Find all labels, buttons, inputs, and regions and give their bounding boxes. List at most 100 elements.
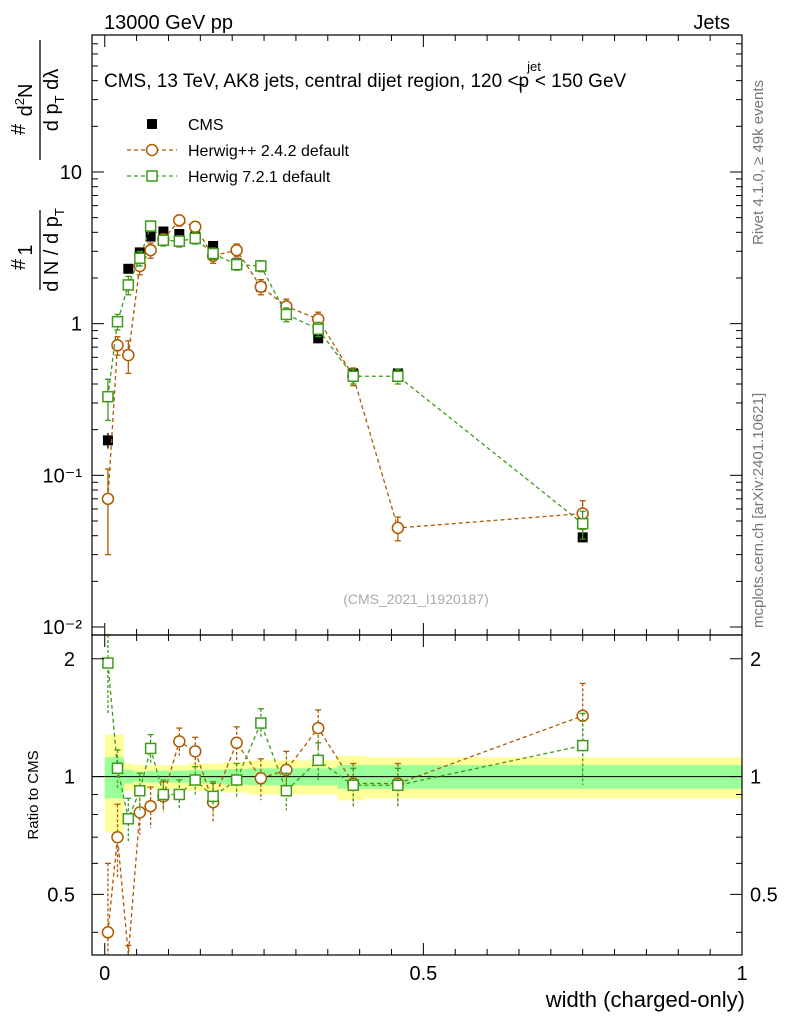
ratio-point [189, 774, 201, 786]
svg-text:1: 1 [15, 244, 37, 255]
data-point [230, 243, 243, 257]
ratio-series-1 [102, 634, 589, 843]
data-point [123, 263, 134, 274]
ratio-tick-label-right: 1 [750, 767, 761, 789]
ratio-tick-label-left: 1 [64, 767, 75, 789]
data-point [207, 247, 219, 260]
chart-title-tail: < 150 GeV [535, 71, 627, 92]
series-line [107, 224, 584, 525]
y-label-frac1: 1 d N / d pT [15, 208, 67, 292]
ratio-point [576, 739, 589, 752]
header-left: 13000 GeV pp [104, 12, 233, 34]
x-tick-label: 1 [736, 963, 747, 985]
ratio-point [255, 717, 267, 729]
data-point [157, 234, 170, 246]
data-point [122, 348, 135, 362]
ratio-point [157, 788, 170, 801]
legend-entry-1: Herwig++ 2.4.2 default [127, 143, 350, 160]
ratio-point [133, 806, 147, 819]
data-point [111, 339, 124, 352]
x-tick-label: 0 [99, 963, 110, 985]
x-tick-label: 0.5 [409, 963, 437, 985]
legend-label: Herwig++ 2.4.2 default [188, 143, 350, 160]
y-tick-label: 1 [71, 314, 82, 336]
ratio-frame [91, 634, 743, 956]
legend-entry-0: CMS [147, 117, 224, 134]
data-point [101, 492, 115, 506]
svg-text:d N / d pT: d N / d pT [41, 208, 67, 292]
ratio-point [102, 657, 114, 669]
ratio-tick-label-left: 0.5 [47, 884, 75, 906]
y-tick-label: 10 [60, 162, 82, 184]
data-point [347, 370, 360, 382]
svg-text:d pT dλ: d pT dλ [41, 69, 67, 131]
ratio-point [280, 784, 293, 797]
ratio-point [144, 742, 157, 755]
y-label-frac2: d2N d pT dλ [12, 40, 67, 160]
main-panel [92, 35, 742, 635]
data-point [173, 235, 186, 247]
data-point [255, 260, 267, 272]
y-label-hash: # [8, 258, 30, 270]
ratio-point [312, 754, 324, 767]
ratio-point [111, 762, 124, 775]
ratio-point [230, 774, 243, 786]
ratio-tick-label-right: 0.5 [750, 884, 778, 906]
legend-marker [147, 119, 157, 129]
data-point [392, 370, 404, 382]
data-point [313, 333, 324, 344]
ratio-point [230, 736, 243, 750]
data-point [208, 241, 219, 252]
data-point [230, 258, 243, 271]
legend-marker [145, 143, 159, 157]
chart-title-sub: T [517, 81, 525, 96]
ratio-series [101, 634, 589, 956]
x-axis-label: width (charged-only) [545, 987, 745, 1012]
chart-title-sup: jet [526, 59, 541, 74]
data-point [391, 521, 405, 535]
ratio-point [122, 813, 135, 825]
axes: 0 0.5 1 10⁻² 10⁻¹ 1 10 0.5 0.5 1 1 2 2 [43, 34, 778, 985]
data-point [158, 226, 169, 237]
y-label-hash2: # [8, 123, 30, 135]
ratio-point [392, 779, 404, 792]
data-point [174, 229, 185, 240]
ratio-point [173, 788, 186, 801]
data-point [134, 252, 146, 264]
ratio-point [111, 830, 124, 844]
data-point [145, 231, 156, 242]
y-axis-label: # 1 d N / d pT # d2N d pT dλ [8, 40, 67, 292]
data-point [111, 315, 124, 328]
data-point [102, 390, 114, 403]
data-point [280, 308, 293, 321]
y-tick-label: 10⁻¹ [43, 465, 83, 487]
ratio-tick-label-left: 2 [64, 649, 75, 671]
y-tick-label: 10⁻² [43, 617, 83, 639]
header-right: Jets [693, 12, 730, 34]
chart-title-main: CMS, 13 TeV, AK8 jets, central dijet reg… [104, 71, 529, 92]
analysis-tag: (CMS_2021_I1920187) [343, 591, 489, 607]
data-point [144, 220, 157, 232]
ratio-point [173, 735, 186, 748]
band-inner [104, 757, 112, 799]
data-point [188, 220, 202, 234]
ratio-tick-label-right: 2 [750, 649, 761, 671]
data-point [254, 280, 268, 294]
series-line [107, 219, 583, 529]
legend: CMS Herwig++ 2.4.2 default Herwig 7.2.1 de… [127, 117, 350, 186]
data-point [576, 517, 589, 530]
ratio-point [101, 926, 115, 939]
ratio-point [207, 790, 219, 803]
rivet-label: Rivet 4.1.0, ≥ 49k events [750, 80, 767, 245]
legend-label: Herwig 7.2.1 default [188, 169, 331, 186]
main-series [101, 214, 589, 556]
ratio-point [188, 745, 202, 758]
legend-entry-2: Herwig 7.2.1 default [127, 169, 331, 186]
chart-title: CMS, 13 TeV, AK8 jets, central dijet reg… [104, 59, 627, 96]
data-point [144, 243, 157, 257]
legend-label: CMS [188, 117, 224, 134]
legend-marker [146, 170, 158, 182]
data-point [122, 279, 135, 291]
mcplots-label: mcplots.cern.ch [arXiv:2401.10621] [750, 393, 767, 628]
